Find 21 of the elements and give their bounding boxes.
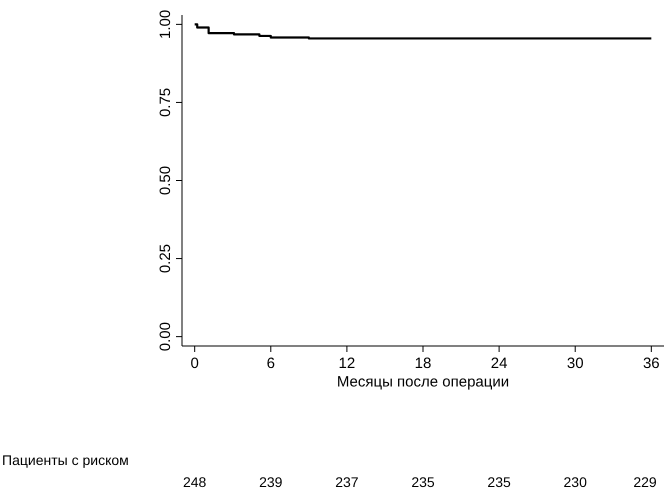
y-tick-label: 0.50 [157,166,174,196]
text: 248 [182,474,208,490]
y-tick-label: 0.25 [157,244,174,274]
text: 237 [334,474,360,490]
x-tick-label: 18 [414,355,432,372]
text: 230 [562,474,588,490]
text: 229 [632,474,658,490]
text: Пациенты с риском [2,452,129,468]
x-tick-label: 24 [490,355,508,372]
x-tick-label: 30 [566,355,584,372]
x-tick-label: 36 [642,355,660,372]
y-tick-label: 0.75 [157,88,174,118]
x-tick-label: 12 [338,355,356,372]
x-tick-label: 6 [266,355,275,372]
text: 239 [258,474,284,490]
y-tick-label: 0.00 [157,322,174,352]
text: 235 [410,474,436,490]
x-axis-title: Месяцы после операции [336,374,510,391]
text: 235 [486,474,512,490]
x-tick-label: 0 [190,355,199,372]
y-tick-label: 1.00 [157,10,174,39]
